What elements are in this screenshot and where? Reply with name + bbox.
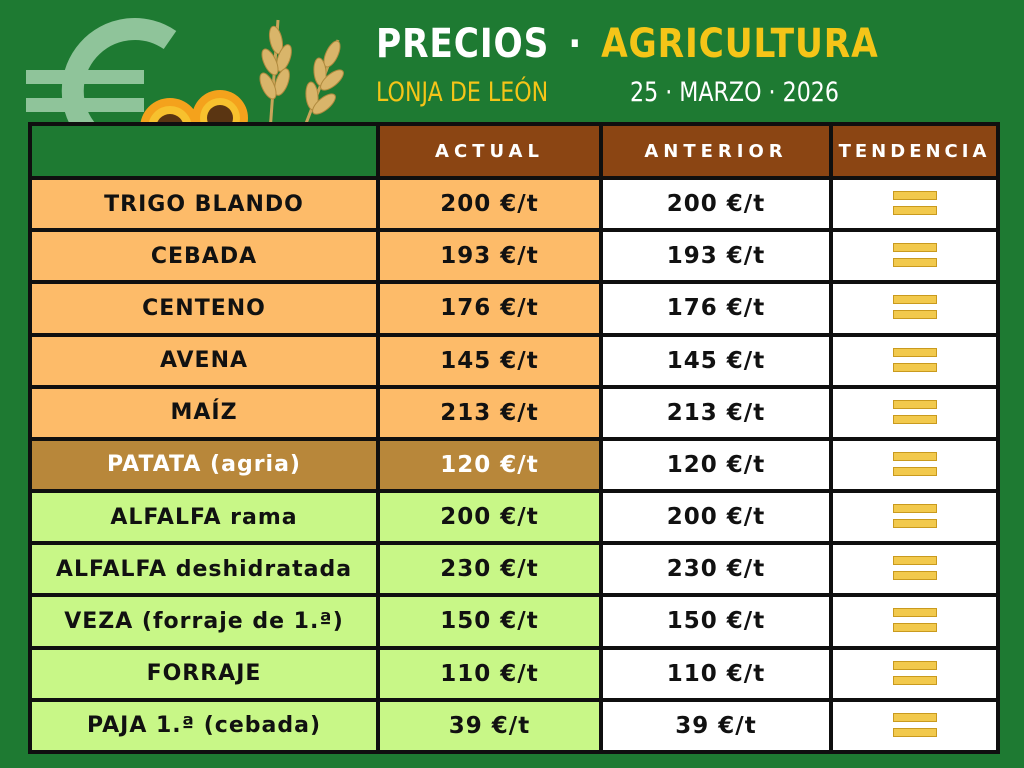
column-header-anterior: ANTERIOR [599,122,833,180]
price-actual: 213 €/t [376,384,603,441]
product-name: ALFALFA deshidratada [28,541,380,598]
equal-trend-icon [892,712,937,739]
price-actual: 230 €/t [376,541,603,598]
table-corner [28,122,380,180]
product-name: CENTENO [28,280,380,337]
header: PRECIOS · AGRICULTURA LONJA DE LEÓN 25 · M… [376,18,896,108]
price-actual: 200 €/t [376,175,603,233]
price-actual: 120 €/t [376,436,603,494]
product-name: TRIGO BLANDO [28,175,380,233]
trend-cell [829,175,1000,233]
price-actual: 150 €/t [376,593,603,650]
equal-trend-icon [892,347,937,374]
product-name: ALFALFA rama [28,489,380,546]
trend-cell [829,384,1000,441]
subtitle: LONJA DE LEÓN 25 · MARZO · 2026 [376,76,896,110]
equal-trend-icon [892,660,937,687]
title-precios: PRECIOS [376,21,550,67]
price-anterior: 145 €/t [599,332,833,389]
trend-cell [829,541,1000,598]
title-separator: · [568,21,583,67]
trend-cell [829,436,1000,494]
product-name: CEBADA [28,228,380,285]
table-row: CEBADA 193 €/t 193 €/t [28,228,1000,285]
equal-trend-icon [892,191,937,217]
table-row: PATATA (agria) 120 €/t 120 €/t [28,436,1000,494]
product-name: PATATA (agria) [28,436,380,494]
price-anterior: 200 €/t [599,489,833,546]
trend-cell [829,228,1000,285]
table-row: ALFALFA rama 200 €/t 200 €/t [28,489,1000,546]
price-actual: 110 €/t [376,645,603,702]
source-label: LONJA DE LEÓN [376,77,549,108]
price-anterior: 110 €/t [599,645,833,702]
price-anterior: 200 €/t [599,175,833,233]
price-anterior: 39 €/t [599,697,833,755]
price-anterior: 176 €/t [599,280,833,337]
product-name: MAÍZ [28,384,380,441]
trend-cell [829,332,1000,389]
column-header-tendencia: TENDENCIA [829,122,1000,180]
product-name: FORRAJE [28,645,380,702]
table-row: CENTENO 176 €/t 176 €/t [28,280,1000,337]
equal-trend-icon [892,556,937,582]
product-name: PAJA 1.ª (cebada) [28,697,380,755]
price-actual: 200 €/t [376,489,603,546]
equal-trend-icon [892,504,937,530]
table-row: PAJA 1.ª (cebada) 39 €/t 39 €/t [28,697,1000,755]
equal-trend-icon [892,608,937,634]
trend-cell [829,697,1000,755]
wheat-icon [259,19,344,161]
price-actual: 176 €/t [376,280,603,337]
equal-trend-icon [892,243,937,269]
price-anterior: 120 €/t [599,436,833,494]
equal-trend-icon [892,451,937,478]
price-anterior: 150 €/t [599,593,833,650]
price-actual: 39 €/t [376,697,603,755]
table-row: FORRAJE 110 €/t 110 €/t [28,645,1000,702]
table-row: MAÍZ 213 €/t 213 €/t [28,384,1000,441]
product-name: AVENA [28,332,380,389]
table-header-row: ACTUAL ANTERIOR TENDENCIA [28,122,1000,180]
trend-cell [829,489,1000,546]
table-row: VEZA (forraje de 1.ª) 150 €/t 150 €/t [28,593,1000,650]
price-actual: 145 €/t [376,332,603,389]
column-header-actual: ACTUAL [376,122,603,180]
price-anterior: 213 €/t [599,384,833,441]
table-row: TRIGO BLANDO 200 €/t 200 €/t [28,175,1000,233]
date-label: 25 · MARZO · 2026 [630,77,839,108]
page-title: PRECIOS · AGRICULTURA [376,18,878,70]
trend-cell [829,593,1000,650]
title-agricultura: AGRICULTURA [601,21,879,67]
trend-cell [829,280,1000,337]
trend-cell [829,645,1000,702]
equal-trend-icon [892,295,937,321]
price-table: ACTUAL ANTERIOR TENDENCIA TRIGO BLANDO 2… [28,122,1000,755]
price-anterior: 193 €/t [599,228,833,285]
price-actual: 193 €/t [376,228,603,285]
table-row: AVENA 145 €/t 145 €/t [28,332,1000,389]
price-anterior: 230 €/t [599,541,833,598]
equal-trend-icon [892,399,937,426]
table-row: ALFALFA deshidratada 230 €/t 230 €/t [28,541,1000,598]
product-name: VEZA (forraje de 1.ª) [28,593,380,650]
